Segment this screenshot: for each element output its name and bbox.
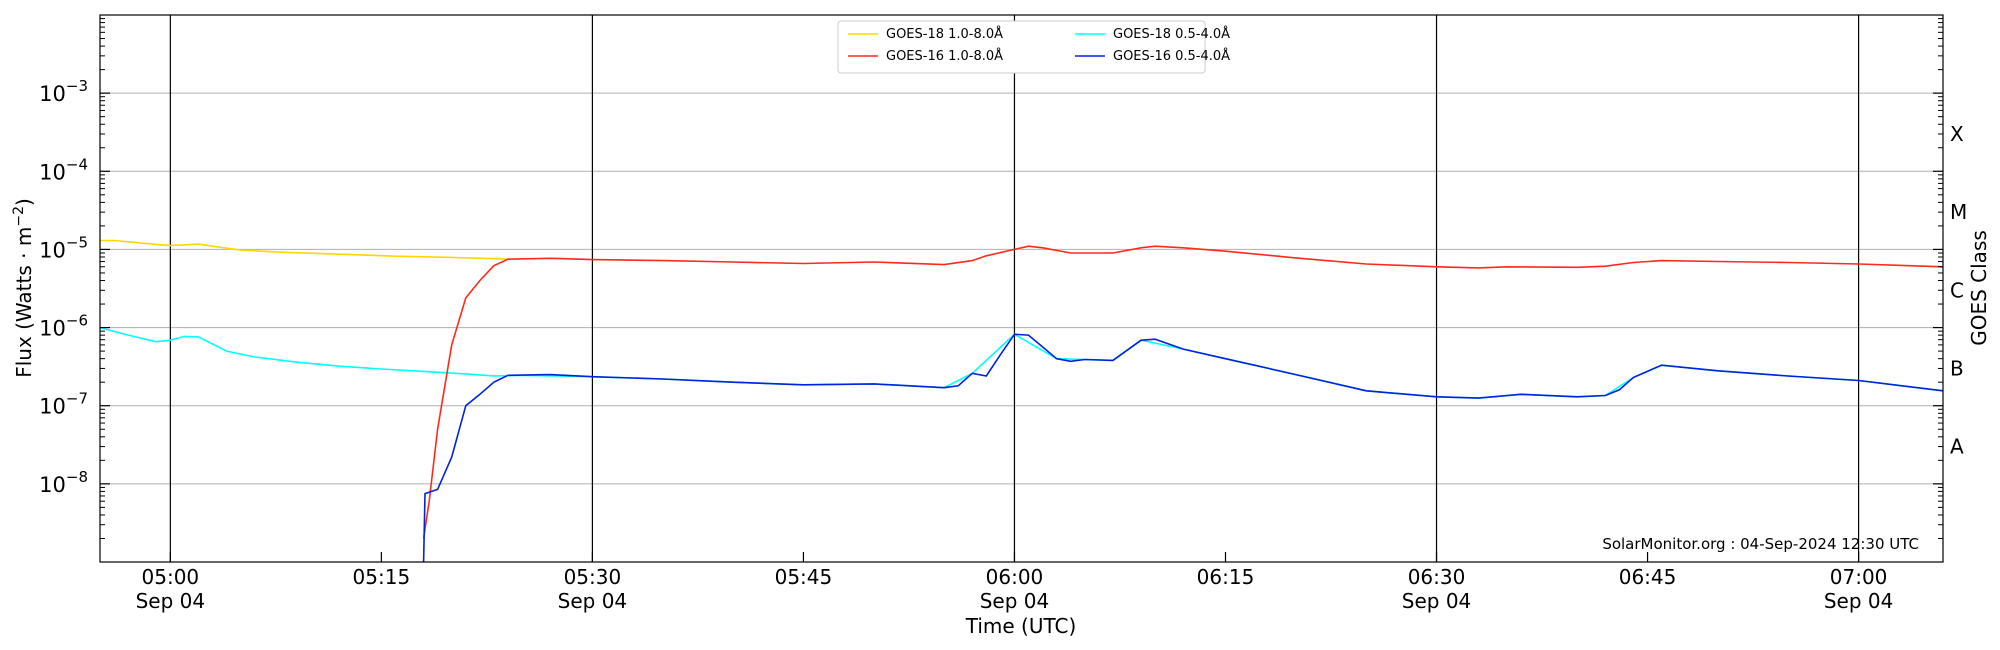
x-tick-label: 06:15 <box>1197 565 1255 589</box>
x-tick-date: Sep 04 <box>1824 589 1894 613</box>
x-tick-label: 07:00 <box>1830 565 1888 589</box>
goes-class-label: X <box>1950 122 1964 146</box>
x-tick-label: 05:45 <box>775 565 833 589</box>
x-axis-title: Time (UTC) <box>965 614 1077 638</box>
legend-label: GOES-18 0.5-4.0Å <box>1113 26 1230 42</box>
grid-layer <box>100 92 1943 485</box>
y-tick-exponent: −5 <box>66 233 88 251</box>
goes-class-label: B <box>1950 356 1964 380</box>
series-line <box>422 245 1943 539</box>
x-tick-date: Sep 04 <box>558 589 628 613</box>
y-tick-label: 10−8 <box>39 468 88 497</box>
y-tick-label: 10−4 <box>39 155 88 184</box>
x-tick-date: Sep 04 <box>1402 589 1472 613</box>
legend-label: GOES-16 0.5-4.0Å <box>1113 48 1230 64</box>
legend-box <box>837 20 1206 74</box>
y-tick-label: 10−6 <box>39 312 88 341</box>
x-tick-label: 05:30 <box>564 565 622 589</box>
y-tick-exponent: −4 <box>66 155 88 173</box>
series-line <box>100 326 1943 399</box>
y-axis-title: Flux (Watts · m−2) <box>11 198 36 378</box>
y-tick-base: 10 <box>39 238 66 262</box>
goes-class-label: C <box>1950 278 1964 302</box>
series-line <box>422 333 1943 562</box>
legend-label: GOES-18 1.0-8.0Å <box>886 26 1003 42</box>
y-axis-title-exponent: −2 <box>11 206 27 227</box>
x-tick-label: 05:00 <box>142 565 200 589</box>
y-tick-exponent: −6 <box>66 312 88 330</box>
goes-class-label: M <box>1950 200 1967 224</box>
plot-frame <box>99 14 1944 563</box>
y-tick-base: 10 <box>39 317 66 341</box>
y-tick-exponent: −3 <box>66 77 88 95</box>
time-markers <box>169 15 1860 562</box>
y-tick-label: 10−7 <box>39 390 88 419</box>
y-tick-exponent: −8 <box>66 468 88 486</box>
goes-class-label: A <box>1950 435 1964 459</box>
x-tick-label: 05:15 <box>353 565 411 589</box>
x-tick-label: 06:00 <box>986 565 1044 589</box>
x-tick-date: Sep 04 <box>136 589 206 613</box>
x-tick-label: 06:45 <box>1619 565 1677 589</box>
y-tick-label: 10−3 <box>39 77 88 106</box>
goes-class-axis-title: GOES Class <box>1967 230 1991 346</box>
y-tick-base: 10 <box>39 473 66 497</box>
y-tick-exponent: −7 <box>66 390 88 408</box>
legend-label: GOES-16 1.0-8.0Å <box>886 48 1003 64</box>
credit-label: SolarMonitor.org : 04-Sep-2024 12:30 UTC <box>1602 535 1919 553</box>
series-line <box>100 239 509 260</box>
x-tick-label: 06:30 <box>1408 565 1466 589</box>
y-tick-base: 10 <box>39 160 66 184</box>
legend: GOES-18 1.0-8.0Å GOES-18 0.5-4.0Å GOES-16 … <box>837 20 1230 74</box>
y-axis-title-main: Flux (Watts · m <box>12 227 36 378</box>
y-tick-base: 10 <box>39 82 66 106</box>
x-tick-date: Sep 04 <box>980 589 1050 613</box>
y-tick-base: 10 <box>39 395 66 419</box>
tick-layer <box>100 18 1943 562</box>
y-tick-label: 10−5 <box>39 233 88 262</box>
series-layer <box>100 239 1943 562</box>
y-axis-title-close: ) <box>12 198 36 206</box>
